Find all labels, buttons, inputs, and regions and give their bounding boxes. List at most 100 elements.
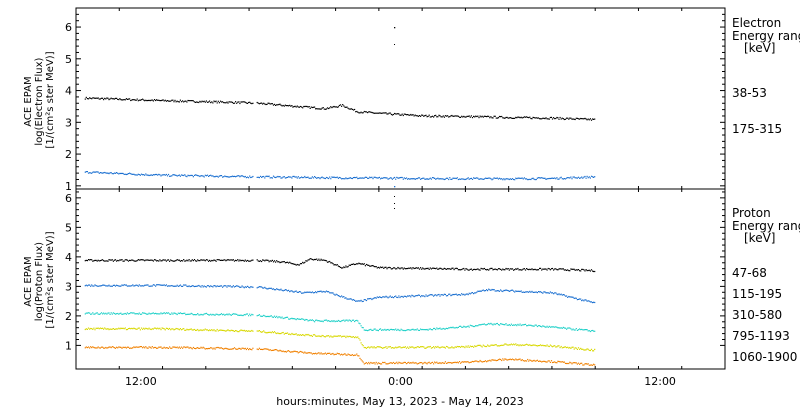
proton-point-115-195 bbox=[305, 291, 307, 294]
proton-point-795-1193 bbox=[574, 347, 576, 349]
x-axis-title: hours:minutes, May 13, 2023 - May 14, 20… bbox=[276, 395, 524, 408]
proton-point-795-1193 bbox=[318, 335, 320, 337]
proton-point-310-580 bbox=[229, 314, 231, 316]
proton-point-1060-1900 bbox=[167, 347, 170, 349]
electron-point-175-315 bbox=[196, 174, 198, 176]
electron-point-38-53 bbox=[321, 107, 323, 109]
proton-point-115-195 bbox=[261, 286, 263, 288]
proton-point-47-68 bbox=[360, 263, 362, 265]
proton-point-1060-1900 bbox=[363, 363, 365, 365]
proton-point-115-195 bbox=[180, 285, 183, 287]
proton-point-47-68 bbox=[542, 268, 544, 270]
proton-point-115-195 bbox=[268, 287, 270, 289]
proton-point-47-68 bbox=[90, 259, 92, 261]
electron-point-175-315 bbox=[570, 176, 572, 178]
proton-point-115-195 bbox=[295, 290, 297, 292]
proton-point-310-580 bbox=[469, 324, 471, 326]
proton-point-795-1193 bbox=[570, 347, 572, 349]
proton-point-795-1193 bbox=[167, 328, 170, 330]
proton-point-115-195 bbox=[225, 285, 227, 287]
electron-point-38-53 bbox=[122, 99, 124, 101]
electron-point-175-315 bbox=[534, 179, 536, 181]
proton-point-1060-1900 bbox=[427, 362, 429, 364]
electron-point-175-315 bbox=[153, 174, 156, 176]
proton-point-795-1193 bbox=[293, 333, 295, 336]
proton-point-47-68 bbox=[109, 259, 111, 261]
electron-point-38-53 bbox=[303, 105, 305, 108]
proton-point-795-1193 bbox=[236, 330, 238, 332]
proton-point-1060-1900 bbox=[129, 347, 131, 349]
electron-point-38-53 bbox=[225, 102, 227, 104]
electron-point-38-53 bbox=[248, 101, 250, 104]
proton-point-310-580 bbox=[118, 313, 120, 315]
electron-point-175-315 bbox=[251, 176, 253, 178]
proton-point-47-68 bbox=[143, 259, 145, 261]
electron-point-175-315 bbox=[190, 174, 192, 176]
proton-point-115-195 bbox=[352, 299, 355, 301]
electron-point-175-315 bbox=[139, 174, 141, 176]
electron-point-175-315 bbox=[326, 177, 329, 179]
proton-point-47-68 bbox=[467, 269, 469, 271]
electron-point-38-53 bbox=[463, 115, 465, 117]
electron-point-175-315 bbox=[131, 173, 133, 175]
proton-point-310-580 bbox=[534, 324, 536, 326]
proton-point-795-1193 bbox=[134, 328, 136, 330]
proton-point-1060-1900 bbox=[346, 354, 348, 356]
electron-point-175-315 bbox=[86, 171, 88, 173]
proton-point-115-195 bbox=[290, 290, 292, 292]
proton-point-1060-1900 bbox=[497, 359, 500, 361]
proton-point-115-195 bbox=[425, 294, 427, 296]
proton-point-310-580 bbox=[162, 312, 164, 314]
electron-point-38-53 bbox=[196, 101, 198, 103]
proton-point-795-1193 bbox=[275, 332, 277, 334]
electron-point-38-53 bbox=[323, 108, 325, 110]
proton-point-1060-1900 bbox=[333, 354, 335, 356]
electron-point-175-315 bbox=[441, 178, 443, 180]
proton-point-47-68 bbox=[103, 260, 105, 262]
electron-point-175-315 bbox=[111, 173, 113, 175]
proton-point-115-195 bbox=[265, 287, 267, 289]
proton-point-795-1193 bbox=[548, 345, 550, 348]
proton-point-795-1193 bbox=[268, 331, 270, 333]
proton-point-115-195 bbox=[457, 294, 459, 296]
proton-point-1060-1900 bbox=[421, 362, 423, 364]
proton-point-47-68 bbox=[489, 268, 491, 270]
proton-point-115-195 bbox=[384, 296, 386, 298]
electron-point-38-53 bbox=[288, 105, 290, 107]
proton-point-47-68 bbox=[230, 259, 232, 261]
electron-point-38-53 bbox=[170, 100, 172, 102]
proton-point-310-580 bbox=[423, 329, 425, 331]
proton-point-310-580 bbox=[193, 314, 196, 316]
proton-point-795-1193 bbox=[387, 346, 389, 348]
proton-point-115-195 bbox=[273, 289, 276, 291]
electron-point-38-53 bbox=[589, 118, 591, 120]
proton-point-795-1193 bbox=[237, 331, 239, 333]
proton-point-310-580 bbox=[200, 313, 202, 315]
proton-point-795-1193 bbox=[248, 330, 250, 332]
proton-point-310-580 bbox=[550, 326, 553, 328]
proton-point-47-68 bbox=[117, 259, 119, 262]
electron-point-38-53 bbox=[292, 106, 294, 108]
proton-point-115-195 bbox=[376, 296, 378, 298]
proton-point-47-68 bbox=[529, 268, 531, 270]
electron-point-175-315 bbox=[412, 178, 414, 180]
proton-point-1060-1900 bbox=[367, 363, 369, 365]
proton-point-115-195 bbox=[540, 291, 542, 293]
proton-point-47-68 bbox=[218, 259, 220, 261]
electron-point-175-315 bbox=[298, 177, 300, 179]
proton-point-115-195 bbox=[514, 291, 516, 293]
proton-point-1060-1900 bbox=[215, 347, 217, 349]
proton-point-310-580 bbox=[494, 323, 496, 326]
proton-point-795-1193 bbox=[299, 334, 302, 336]
proton-point-115-195 bbox=[307, 291, 309, 293]
proton-point-795-1193 bbox=[84, 328, 86, 331]
proton-point-1060-1900 bbox=[418, 362, 421, 364]
proton-point-47-68 bbox=[522, 268, 524, 270]
proton-point-310-580 bbox=[268, 316, 270, 318]
electron-point-175-315 bbox=[164, 174, 166, 176]
proton-point-115-195 bbox=[211, 285, 213, 287]
proton-point-1060-1900 bbox=[396, 361, 398, 363]
proton-point-1060-1900 bbox=[317, 352, 319, 354]
electron-point-38-53 bbox=[342, 104, 344, 106]
proton-point-47-68 bbox=[180, 260, 183, 262]
